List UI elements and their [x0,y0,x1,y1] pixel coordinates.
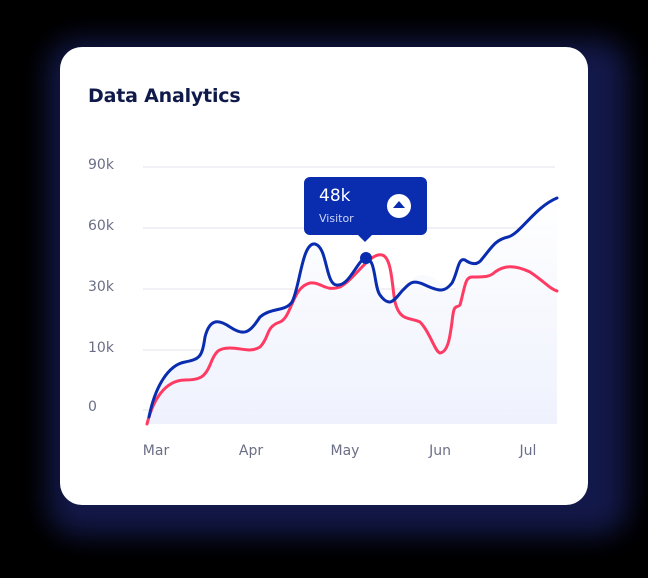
y-tick-label: 60k [88,218,114,234]
x-tick-label: Jun [429,443,451,459]
y-tick-label: 90k [88,157,114,173]
card-title: Data Analytics [88,85,241,107]
x-tick-label: May [330,443,360,459]
x-tick-label: Apr [238,443,264,459]
line-chart [143,166,559,426]
y-tick-label: 30k [88,279,114,295]
tooltip-value: 48k [319,186,351,206]
area-fill [146,198,557,424]
y-tick-label: 0 [88,399,97,415]
x-tick-label: Mar [142,443,170,459]
y-tick-label: 10k [88,340,114,356]
arrow-up-icon [387,194,411,218]
analytics-card: Data Analytics 90k 60k 30k 10k 0 Mar Apr… [60,47,588,505]
series-secondary-line [145,253,559,426]
x-tick-label: Jul [519,443,537,459]
data-tooltip: 48k Visitor [304,177,427,242]
highlight-point [360,252,372,264]
tooltip-label: Visitor [319,212,354,225]
